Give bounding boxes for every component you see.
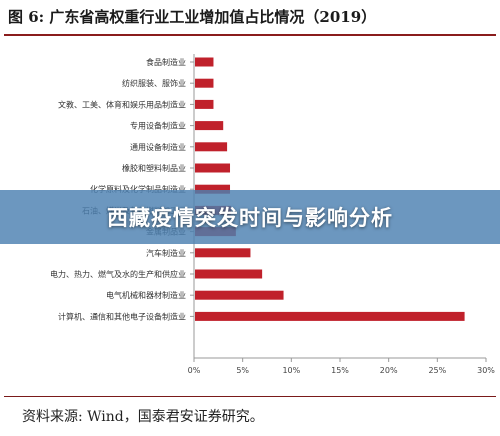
overlay-banner: 西藏疫情突发时间与影响分析 [0, 190, 500, 244]
bar [195, 121, 224, 131]
category-label: 文教、工美、体育和娱乐用品制造业 [58, 99, 186, 109]
category-label: 汽车制造业 [146, 248, 186, 258]
x-tick-label: 0% [188, 366, 201, 375]
category-label: 电力、热力、燃气及水的生产和供应业 [50, 269, 186, 279]
category-label: 化学原料及化学制品制造业 [90, 184, 186, 194]
x-tick-label: 10% [282, 366, 300, 375]
source-divider [4, 396, 496, 397]
category-label: 食品制造业 [146, 57, 186, 67]
title-divider [4, 34, 496, 36]
x-tick-label: 30% [477, 366, 495, 375]
bar [195, 57, 214, 67]
x-tick-label: 25% [428, 366, 446, 375]
x-tick-label: 15% [331, 366, 349, 375]
category-label: 纺织服装、服饰业 [122, 78, 186, 88]
chart-title: 图 6: 广东省高权重行业工业增加值占比情况（2019） [8, 8, 377, 26]
bar [195, 184, 231, 194]
bar [195, 269, 263, 279]
bar [195, 290, 284, 300]
category-label: 计算机、通信和其他电子设备制造业 [58, 311, 186, 321]
bar [195, 163, 231, 173]
bar [195, 142, 228, 152]
bar [195, 99, 214, 109]
bar [195, 311, 465, 321]
source-note: 资料来源: Wind，国泰君安证券研究。 [22, 409, 264, 425]
category-label: 通用设备制造业 [130, 142, 186, 152]
category-label: 专用设备制造业 [130, 121, 186, 131]
x-tick-label: 20% [380, 366, 398, 375]
overlay-headline: 西藏疫情突发时间与影响分析 [107, 206, 393, 230]
category-label: 橡胶和塑料制品业 [122, 163, 186, 173]
bar [195, 78, 214, 88]
x-tick-label: 5% [236, 366, 249, 375]
bar [195, 248, 251, 258]
category-label: 电气机械和器材制造业 [106, 290, 186, 300]
